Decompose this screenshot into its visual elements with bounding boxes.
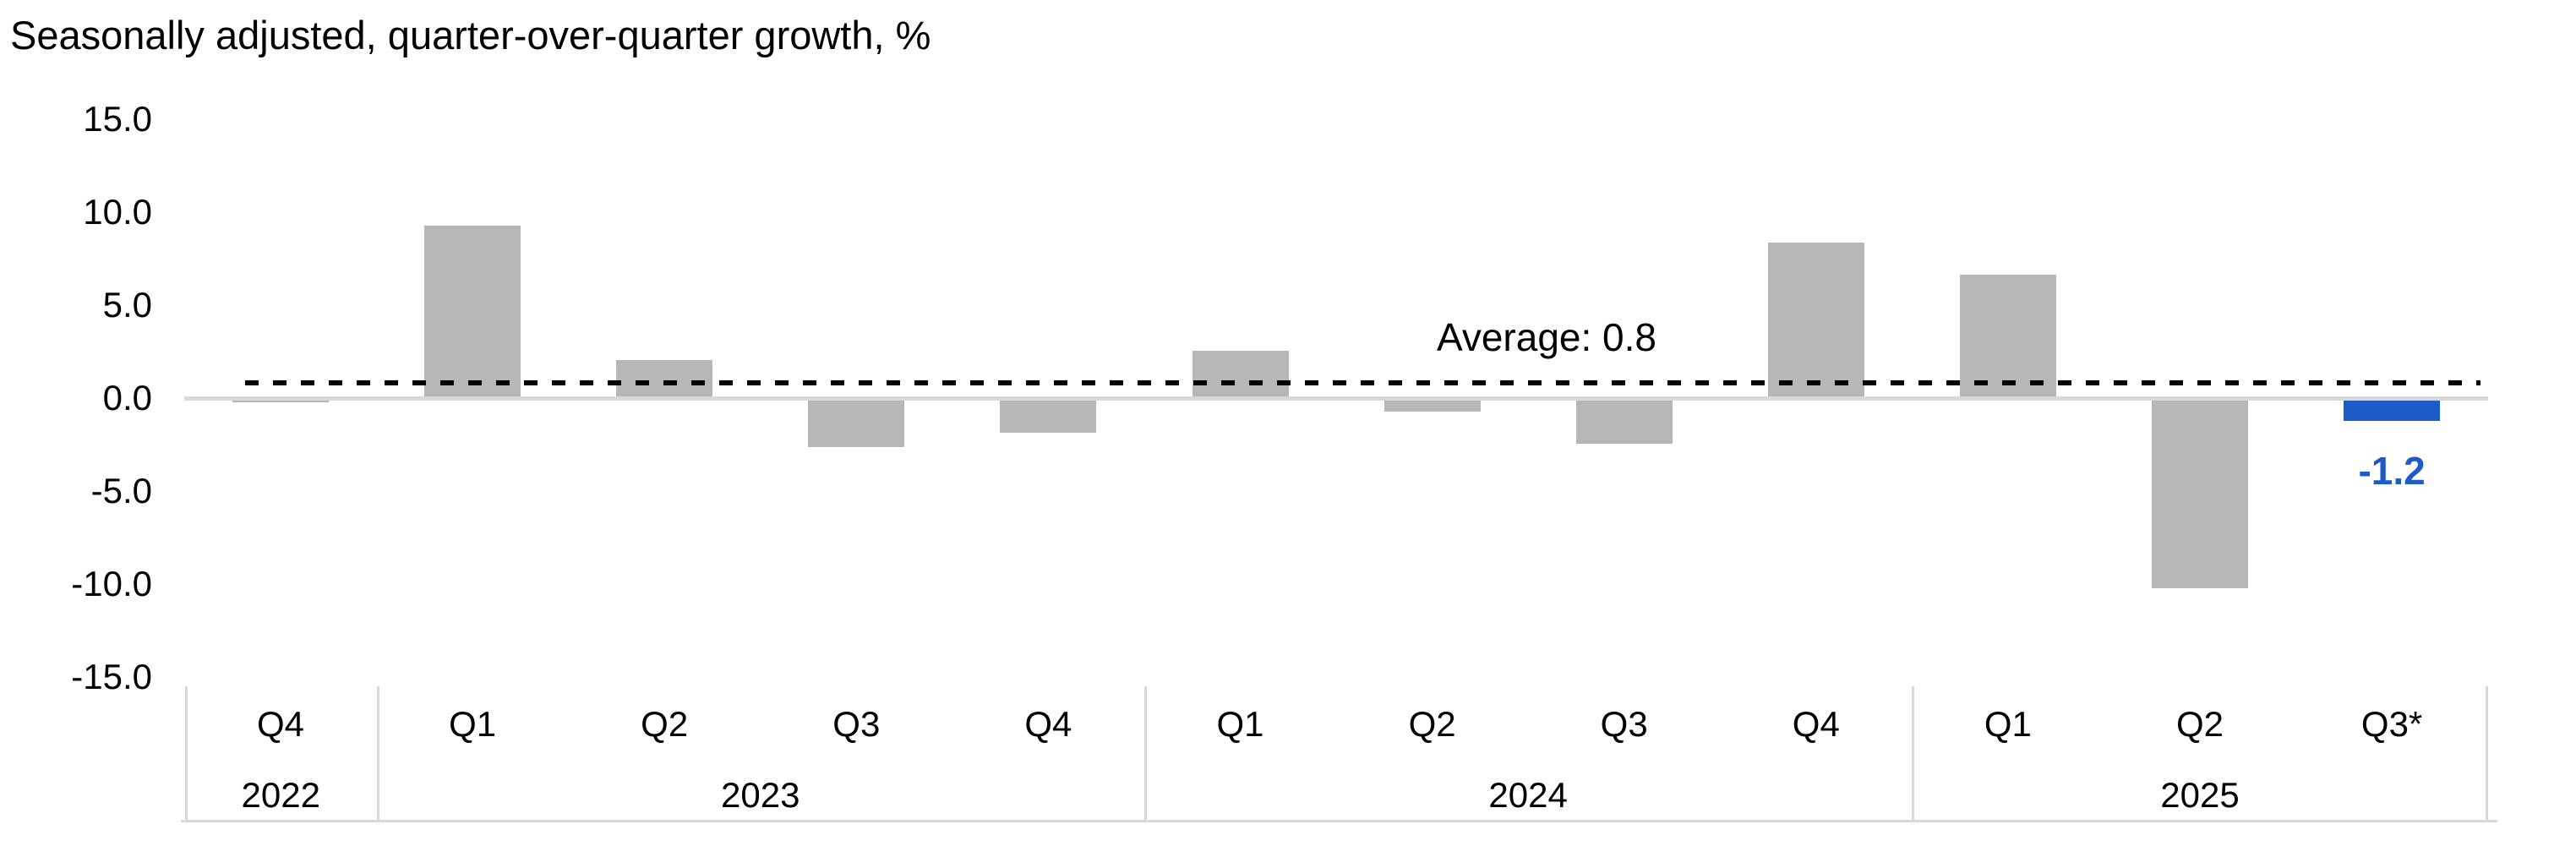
bar-Q4-8 [1767,243,1864,399]
y-axis-tick-label: 15.0 [83,99,152,139]
x-axis-quarter-label: Q2 [1408,704,1456,744]
y-axis-tick-label: -5.0 [90,471,152,510]
bar-highlight-Q3* [2344,399,2441,422]
bar-Q1-5 [1192,350,1289,399]
average-dashed-line [245,380,2480,386]
bar-Q2-10 [2152,399,2248,589]
x-axis-quarter-label: Q2 [641,704,689,744]
bar-Q4-0 [232,399,329,403]
x-axis-year-label: 2025 [2160,775,2240,815]
average-annotation: Average: 0.8 [1437,315,1657,359]
x-axis-quarter-label: Q1 [449,704,497,744]
year-separator [376,686,379,822]
y-axis-tick-label: 0.0 [102,378,152,418]
chart-title: Seasonally adjusted, quarter-over-quarte… [10,13,931,57]
y-axis-tick-label: 5.0 [102,285,152,325]
y-axis-tick-label: -15.0 [71,657,152,696]
zero-axis-line [184,396,2488,401]
x-axis-quarter-label: Q3 [1600,704,1648,744]
bar-Q3-3 [808,399,905,448]
year-separator [1912,686,1915,822]
x-axis-quarter-label: Q1 [1984,704,2032,744]
x-axis-year-label: 2024 [1488,775,1568,815]
y-axis-tick-label: -10.0 [71,564,152,603]
bar-Q1-1 [424,226,521,399]
x-axis-quarter-label: Q4 [256,704,305,744]
year-separator [2486,686,2488,822]
x-axis-year-label: 2023 [721,775,800,815]
bar-Q2-2 [616,359,713,399]
y-axis-tick-label: 10.0 [83,192,152,232]
year-separator [185,686,188,822]
bar-Q2-6 [1384,399,1481,412]
x-axis-quarter-label: Q3* [2360,704,2423,744]
x-axis-quarter-label: Q3 [832,704,881,744]
bar-Q3-7 [1575,399,1673,444]
bar-Q1-9 [1959,274,2056,399]
x-axis-quarter-label: Q1 [1216,704,1264,744]
year-separator [1143,686,1147,822]
category-axis-baseline [181,820,2497,822]
x-axis-quarter-label: Q4 [1792,704,1840,744]
x-axis-quarter-label: Q4 [1024,704,1072,744]
highlight-data-label: -1.2 [2358,449,2426,493]
bar-Q4-4 [1000,399,1097,433]
x-axis-quarter-label: Q2 [2175,704,2224,744]
x-axis-year-label: 2022 [241,775,320,815]
